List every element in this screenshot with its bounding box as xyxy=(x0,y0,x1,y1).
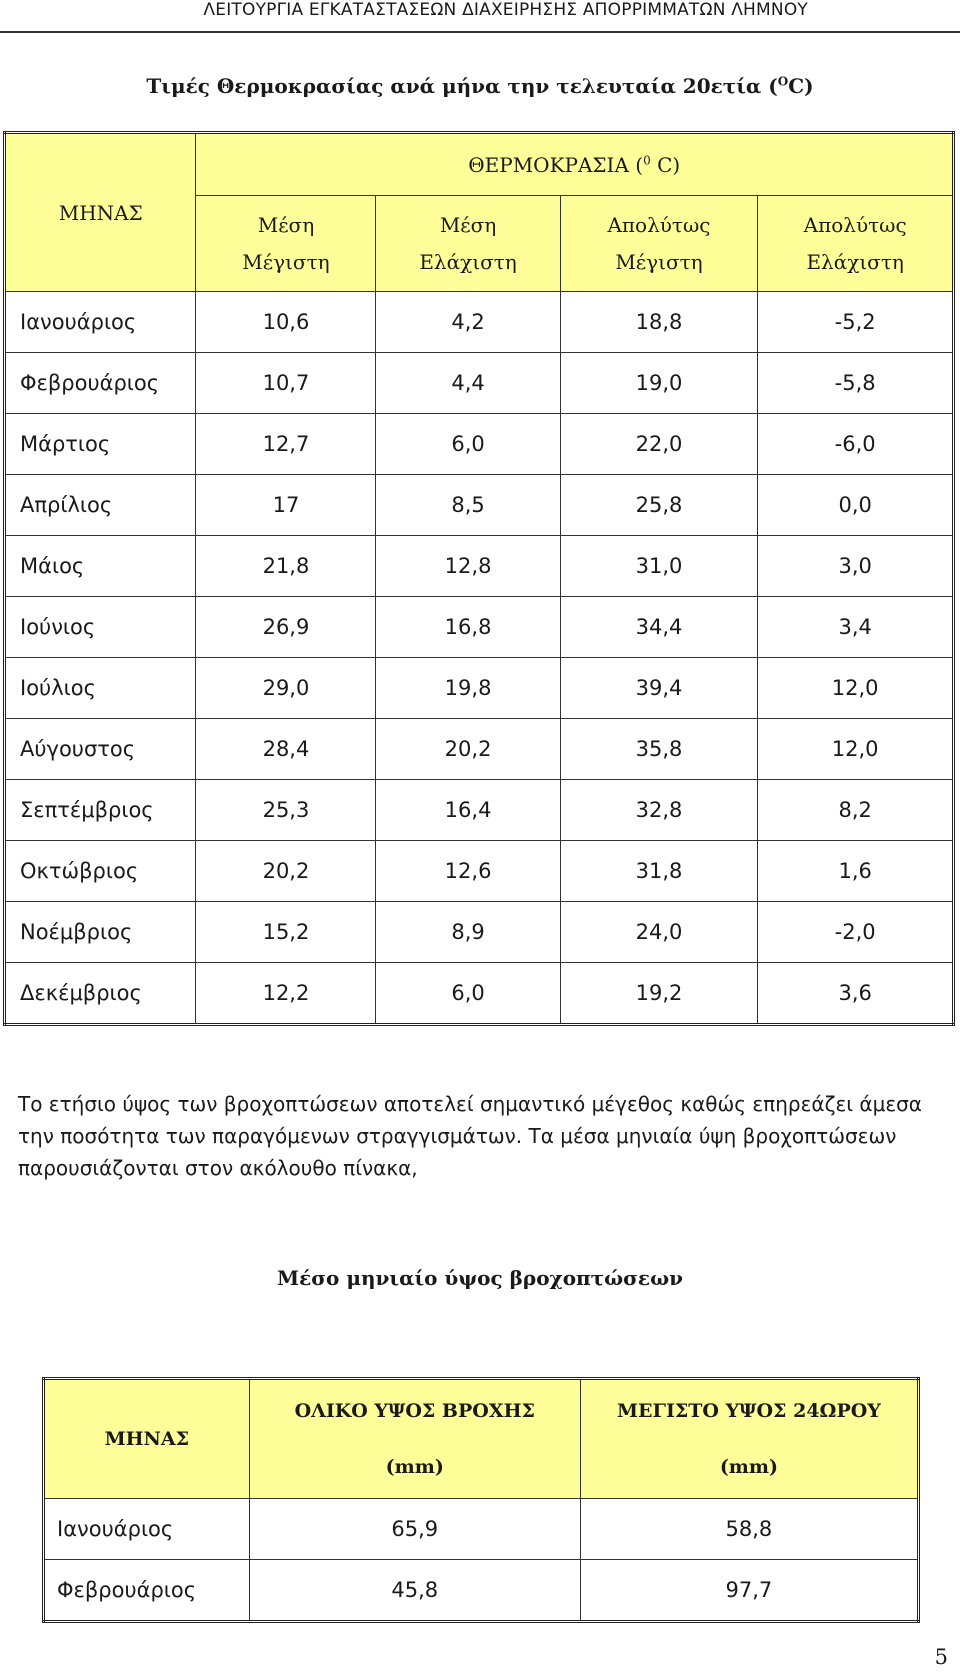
header-rule xyxy=(0,31,960,33)
rainfall-table-title: Μέσο μηνιαίο ύψος βροχοπτώσεων xyxy=(276,1266,683,1290)
header-month: ΜΗΝΑΣ xyxy=(43,1378,250,1499)
header-month: ΜΗΝΑΣ xyxy=(3,132,197,292)
running-header-text: ΛΕΙΤΟΥΡΓΙΑ ΕΓΚΑΤΑΣΤΑΣΕΩΝ ΔΙΑΧΕΙΡΗΣΗΣ ΑΠΟ… xyxy=(203,0,808,20)
table-row: Ιούνιος 26,9 16,8 34,4 3,4 xyxy=(3,596,954,658)
table-row: Φεβρουάριος 10,7 4,4 19,0 -5,8 xyxy=(3,352,954,414)
table-row: Μάιος 21,8 12,8 31,0 3,0 xyxy=(3,535,954,597)
header-mean-min: Μέση Ελάχιστη xyxy=(375,195,561,292)
table-row: Σεπτέμβριος 25,3 16,4 32,8 8,2 xyxy=(3,779,954,841)
header-max-24h: ΜΕΓΙΣΤΟ ΥΨΟΣ 24ΩΡΟΥ (mm) xyxy=(579,1378,920,1499)
header-abs-min: Απολύτως Ελάχιστη xyxy=(757,195,954,292)
header-mean-max: Μέση Μέγιστη xyxy=(195,195,377,292)
rainfall-table: ΜΗΝΑΣ ΟΛΙΚΟ ΥΨΟΣ ΒΡΟΧΗΣ (mm) ΜΕΓΙΣΤΟ ΥΨΟΣ… xyxy=(42,1377,920,1623)
table-row: Απρίλιος 17 8,5 25,8 0,0 xyxy=(3,474,954,536)
rainfall-intro-paragraph: Το ετήσιο ύψος των βροχοπτώσεων αποτελεί… xyxy=(18,1092,922,1180)
page-number: 5 xyxy=(934,1645,948,1669)
running-header: ΛΕΙΤΟΥΡΓΙΑ ΕΓΚΑΤΑΣΤΑΣΕΩΝ ΔΙΑΧΕΙΡΗΣΗΣ ΑΠΟ… xyxy=(0,0,960,22)
table-row: Ιανουάριος 10,6 4,2 18,8 -5,2 xyxy=(3,291,954,353)
table-row: Ιούλιος 29,0 19,8 39,4 12,0 xyxy=(3,657,954,719)
table-row: Οκτώβριος 20,2 12,6 31,8 1,6 xyxy=(3,840,954,902)
table-row: Μάρτιος 12,7 6,0 22,0 -6,0 xyxy=(3,413,954,475)
header-abs-max: Απολύτως Μέγιστη xyxy=(559,195,759,292)
table-row: Ιανουάριος 65,9 58,8 xyxy=(43,1498,920,1560)
temperature-table: ΜΗΝΑΣ ΘΕΡΜΟΚΡΑΣΙΑ (0 C) Μέση Μέγιστη Μέση… xyxy=(3,131,955,1026)
table-row: Νοέμβριος 15,2 8,9 24,0 -2,0 xyxy=(3,901,954,963)
table-row: Φεβρουάριος 45,8 97,7 xyxy=(43,1559,920,1622)
table-row: Δεκέμβριος 12,2 6,0 19,2 3,6 xyxy=(3,962,954,1025)
table-row: Αύγουστος 28,4 20,2 35,8 12,0 xyxy=(3,718,954,780)
header-total-rainfall: ΟΛΙΚΟ ΥΨΟΣ ΒΡΟΧΗΣ (mm) xyxy=(248,1378,581,1499)
header-temperature-group: ΘΕΡΜΟΚΡΑΣΙΑ (0 C) xyxy=(195,132,954,196)
temperature-table-title: Τιμές Θερμοκρασίας ανά μήνα την τελευταί… xyxy=(146,74,814,98)
